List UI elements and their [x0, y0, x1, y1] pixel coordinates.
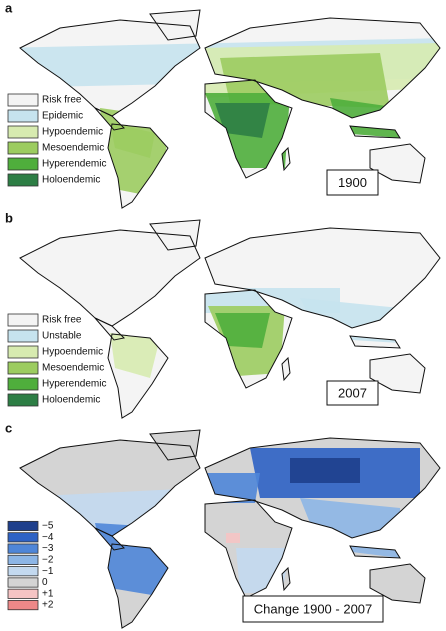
legend-label: Mesoendemic [42, 143, 104, 154]
legend-swatch [7, 600, 39, 611]
legend-swatch [7, 125, 39, 139]
risk-region [110, 123, 155, 158]
legend-swatch [7, 329, 39, 343]
legend-swatch [7, 173, 39, 187]
legend-swatch [7, 361, 39, 375]
panel-letter: c [5, 420, 12, 435]
panel: c −5−4−3−2−10+1+2 Change 1900 - 2007 [5, 420, 441, 629]
legend-label: Hypoendemic [42, 347, 103, 358]
label-box [326, 380, 379, 406]
risk-region [215, 313, 270, 348]
risk-region [330, 98, 400, 138]
legend-label: Mesoendemic [42, 363, 104, 374]
legend-swatch [7, 577, 39, 588]
legend-swatch [7, 345, 39, 359]
legend-label: −3 [42, 543, 54, 554]
risk-region [290, 458, 360, 483]
legend-label: Risk free [42, 315, 82, 326]
legend-label: −5 [42, 521, 54, 532]
legend-label: 0 [42, 577, 48, 588]
legend-swatch [7, 393, 39, 407]
legend-swatch [7, 566, 39, 577]
legend-swatch [7, 93, 39, 107]
legend-label: Hyperendemic [42, 159, 106, 170]
legend-swatch [7, 141, 39, 155]
panel-label: Change 1900 - 2007 [254, 601, 373, 616]
panel: b Risk free Unstable Hypoendemic Mesoendemic… [5, 210, 441, 419]
legend-label: −4 [42, 532, 54, 543]
legend-label: Risk free [42, 95, 82, 106]
panel-letter: b [5, 210, 13, 225]
legend-label: Holoendemic [42, 395, 100, 406]
legend-label: +1 [42, 588, 54, 599]
legend-label: −2 [42, 555, 54, 566]
legend-label: Holoendemic [42, 175, 100, 186]
label-box [242, 595, 384, 623]
risk-region [215, 103, 270, 138]
legend-swatch [7, 520, 39, 532]
legend-label: +2 [42, 600, 54, 611]
legend-swatch [7, 377, 39, 391]
legend-swatch [7, 532, 39, 543]
legend-label: −1 [42, 566, 54, 577]
legend-swatch [7, 543, 39, 554]
risk-region [95, 523, 175, 598]
legend-label: Hypoendemic [42, 127, 103, 138]
label-box [326, 169, 379, 196]
panel-letter: a [5, 0, 13, 15]
panel-label: 1900 [338, 175, 367, 190]
panel-label: 2007 [338, 385, 367, 400]
legend-swatch [7, 313, 39, 327]
risk-region [110, 333, 160, 378]
legend-label: Hyperendemic [42, 379, 106, 390]
legend-label: Unstable [42, 331, 82, 342]
legend-label: Epidemic [42, 111, 83, 122]
risk-region [236, 548, 290, 593]
legend-swatch [7, 157, 39, 171]
legend-swatch [7, 109, 39, 123]
risk-region [226, 533, 240, 543]
legend-swatch [7, 588, 39, 599]
panel: a Risk free Epidemic Hypoendemic Mesoendemic… [5, 0, 441, 209]
legend-swatch [7, 554, 39, 565]
